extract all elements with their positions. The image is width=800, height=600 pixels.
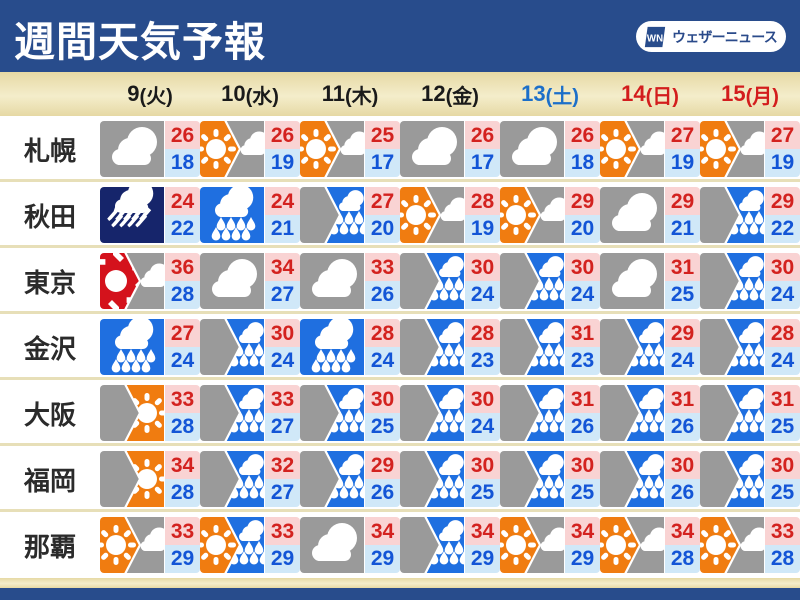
svg-text:WN: WN [647,33,663,44]
